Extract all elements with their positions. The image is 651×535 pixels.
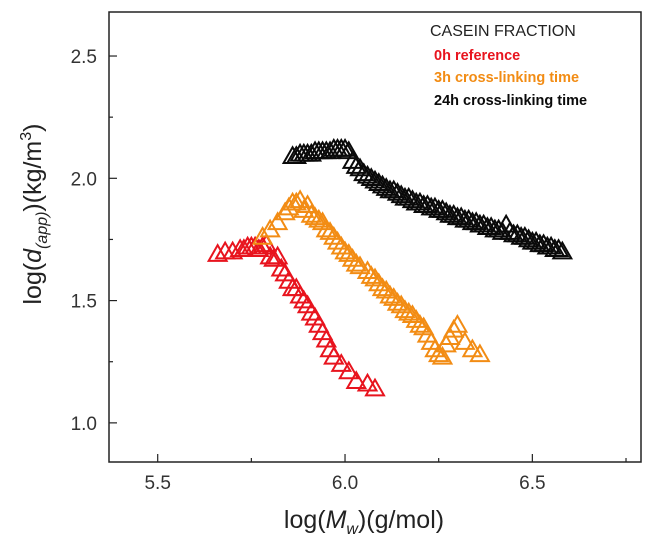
data-point [431, 345, 454, 365]
data-point [266, 211, 289, 231]
data-point [304, 206, 326, 226]
data-point [263, 247, 285, 267]
data-point [353, 162, 375, 182]
y-axis-ticks: 1.0 1.5 2.0 2.5 [71, 47, 117, 435]
data-point [334, 240, 356, 260]
data-point [386, 181, 409, 201]
data-point [427, 343, 450, 363]
data-point [349, 255, 371, 275]
data-series-layer [206, 137, 574, 397]
data-point [251, 235, 274, 255]
legend-entry-3h-cross-linking: 3h cross-linking time [434, 70, 579, 86]
data-point [454, 331, 476, 350]
data-point [360, 167, 382, 187]
x-tick-label: 6.5 [519, 473, 545, 494]
data-point [397, 186, 420, 206]
data-point [364, 377, 386, 397]
data-point [248, 238, 270, 257]
data-point [379, 284, 401, 304]
data-point [446, 314, 469, 333]
data-point [469, 343, 491, 363]
data-point [356, 372, 379, 392]
data-point [308, 208, 330, 228]
data-point [206, 243, 229, 262]
data-point [266, 245, 289, 265]
data-point [386, 292, 409, 311]
data-point [334, 137, 356, 157]
x-tick-label: 5.5 [144, 473, 170, 494]
legend-entry-24h-cross-linking: 24h cross-linking time [434, 93, 587, 109]
data-point [371, 277, 394, 297]
data-point [345, 370, 367, 390]
data-point [364, 169, 386, 189]
data-point [356, 164, 379, 184]
data-point [409, 314, 431, 333]
data-point [487, 218, 510, 238]
y-tick-label: 1.0 [71, 414, 97, 435]
x-axis-title: log(Mw)(g/mol) [284, 506, 444, 535]
data-point [330, 353, 353, 372]
data-point [368, 172, 390, 191]
legend-entry-0h-reference: 0h reference [434, 48, 520, 64]
data-point [371, 174, 394, 194]
data-point [383, 179, 405, 199]
data-point [360, 265, 382, 284]
data-point [315, 218, 338, 238]
y-tick-label: 2.0 [71, 169, 97, 190]
data-point [547, 238, 570, 257]
data-point [397, 301, 420, 321]
series-3h-cross-linking-time [251, 189, 491, 365]
data-point [551, 240, 574, 260]
data-point [345, 155, 367, 174]
data-point [394, 299, 416, 319]
data-point [514, 225, 536, 245]
data-point [338, 360, 360, 380]
data-point [345, 252, 367, 272]
y-axis-title: log(d(app))(kg/m3) [18, 123, 51, 304]
series-24h-cross-linking-time [281, 137, 574, 260]
data-point [285, 191, 308, 211]
plot-frame [108, 11, 642, 463]
data-point [431, 199, 454, 218]
y-tick-label: 2.5 [71, 47, 97, 68]
legend-title: CASEIN FRACTION [430, 23, 576, 40]
data-point [300, 203, 323, 223]
data-point [323, 345, 345, 365]
y-tick-label: 1.5 [71, 292, 97, 313]
data-point [461, 338, 484, 358]
legend: CASEIN FRACTION 0h reference 3h cross-li… [430, 23, 587, 109]
x-axis-ticks: 5.5 6.0 6.5 [144, 454, 627, 494]
x-tick-label: 6.0 [332, 473, 358, 494]
